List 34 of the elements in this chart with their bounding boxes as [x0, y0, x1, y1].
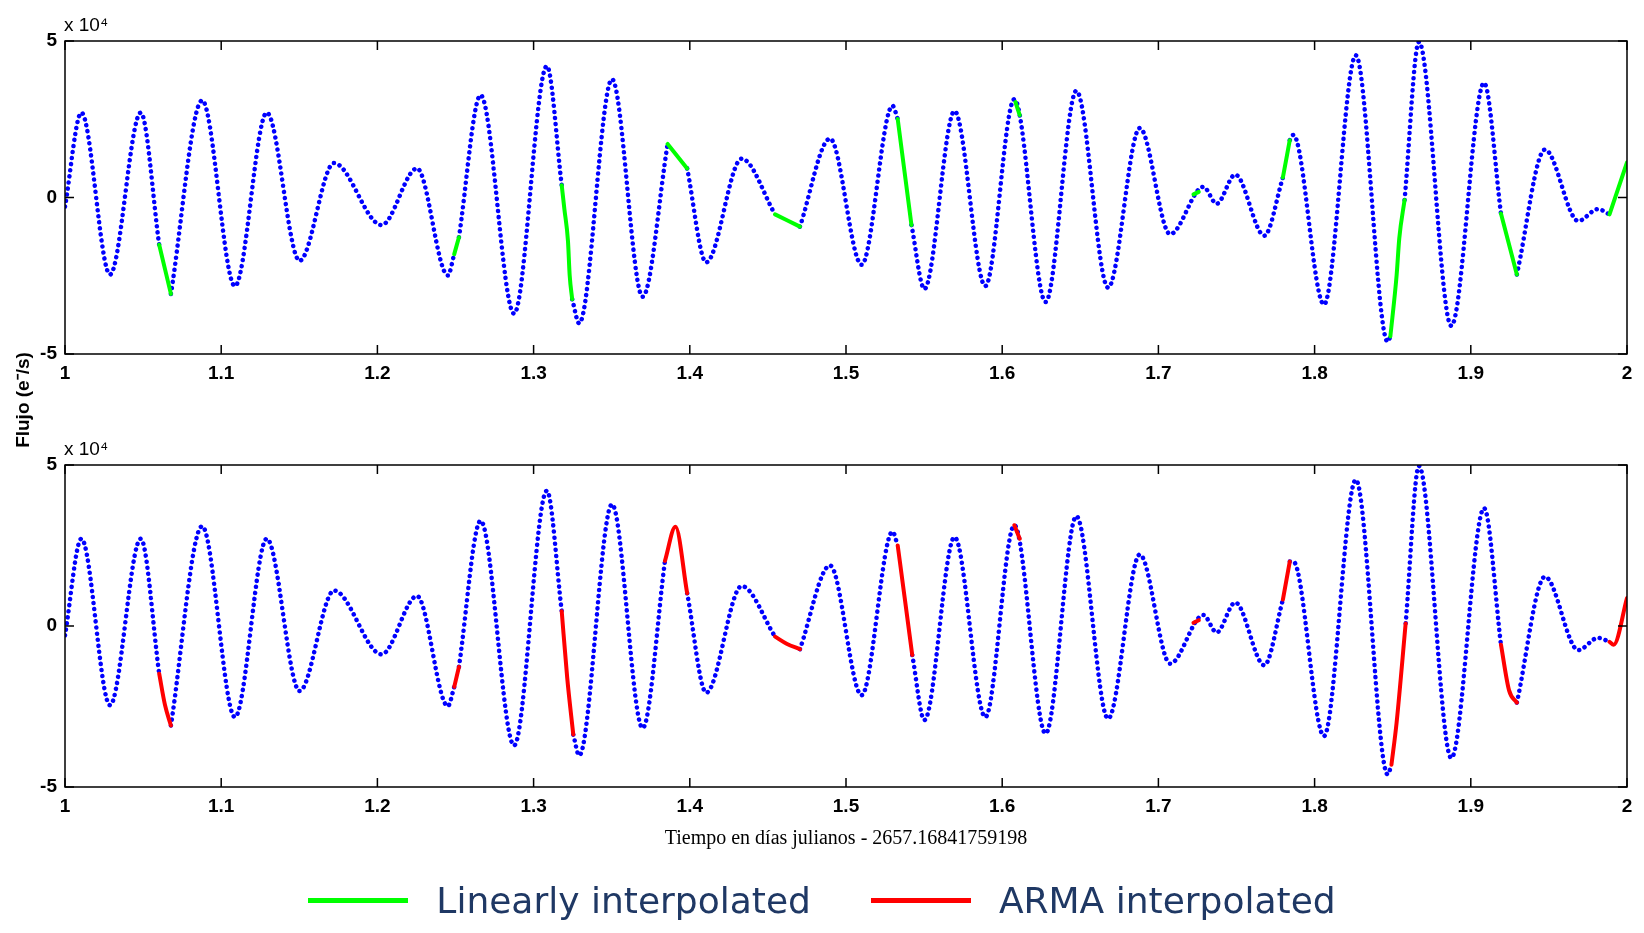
x-tick-label: 1.8	[1301, 361, 1328, 383]
x-tick-label: 1.6	[988, 794, 1016, 816]
x-tick-label: 1.7	[1145, 794, 1172, 816]
y-tick-label: 0	[46, 185, 57, 207]
x-tick-label: 1.2	[364, 794, 391, 816]
y-tick-label: -5	[40, 775, 58, 797]
x-tick-label: 2	[1621, 361, 1633, 383]
y-axis-title: Flujo (e⁻/s)	[11, 352, 34, 448]
y-tick-label: -5	[40, 342, 58, 364]
x-axis-title: Tiempo en días julianos - 2657.16841759198	[663, 826, 1029, 849]
y-tick-label: 5	[46, 453, 58, 475]
text: x 10⁴	[64, 438, 109, 460]
x-tick-label: 1.5	[832, 794, 860, 816]
x-tick-label: 1.3	[520, 794, 547, 816]
x-tick-label: 1.3	[520, 361, 547, 383]
x-tick-label: 2	[1621, 794, 1633, 816]
legend-label: ARMA interpolated	[998, 880, 1336, 921]
y-tick-label: 5	[46, 29, 58, 51]
x-tick-label: 1.7	[1145, 361, 1172, 383]
y-tick-label: 0	[46, 614, 57, 636]
x-tick-label: 1.2	[364, 361, 391, 383]
x-tick-label: 1.6	[988, 361, 1016, 383]
x-tick-label: 1	[59, 794, 71, 816]
x-tick-label: 1.1	[207, 361, 235, 383]
x-tick-label: 1.5	[832, 361, 860, 383]
x-tick-label: 1.9	[1457, 794, 1485, 816]
x-tick-label: 1.1	[207, 794, 235, 816]
x-tick-label: 1.9	[1457, 361, 1485, 383]
x-tick-label: 1.4	[676, 794, 704, 816]
text: x 10⁴	[64, 14, 109, 36]
x-tick-label: 1.8	[1301, 794, 1328, 816]
x-tick-label: 1	[59, 361, 71, 383]
x-tick-label: 1.4	[676, 361, 704, 383]
legend-label: Linearly interpolated	[436, 880, 811, 921]
